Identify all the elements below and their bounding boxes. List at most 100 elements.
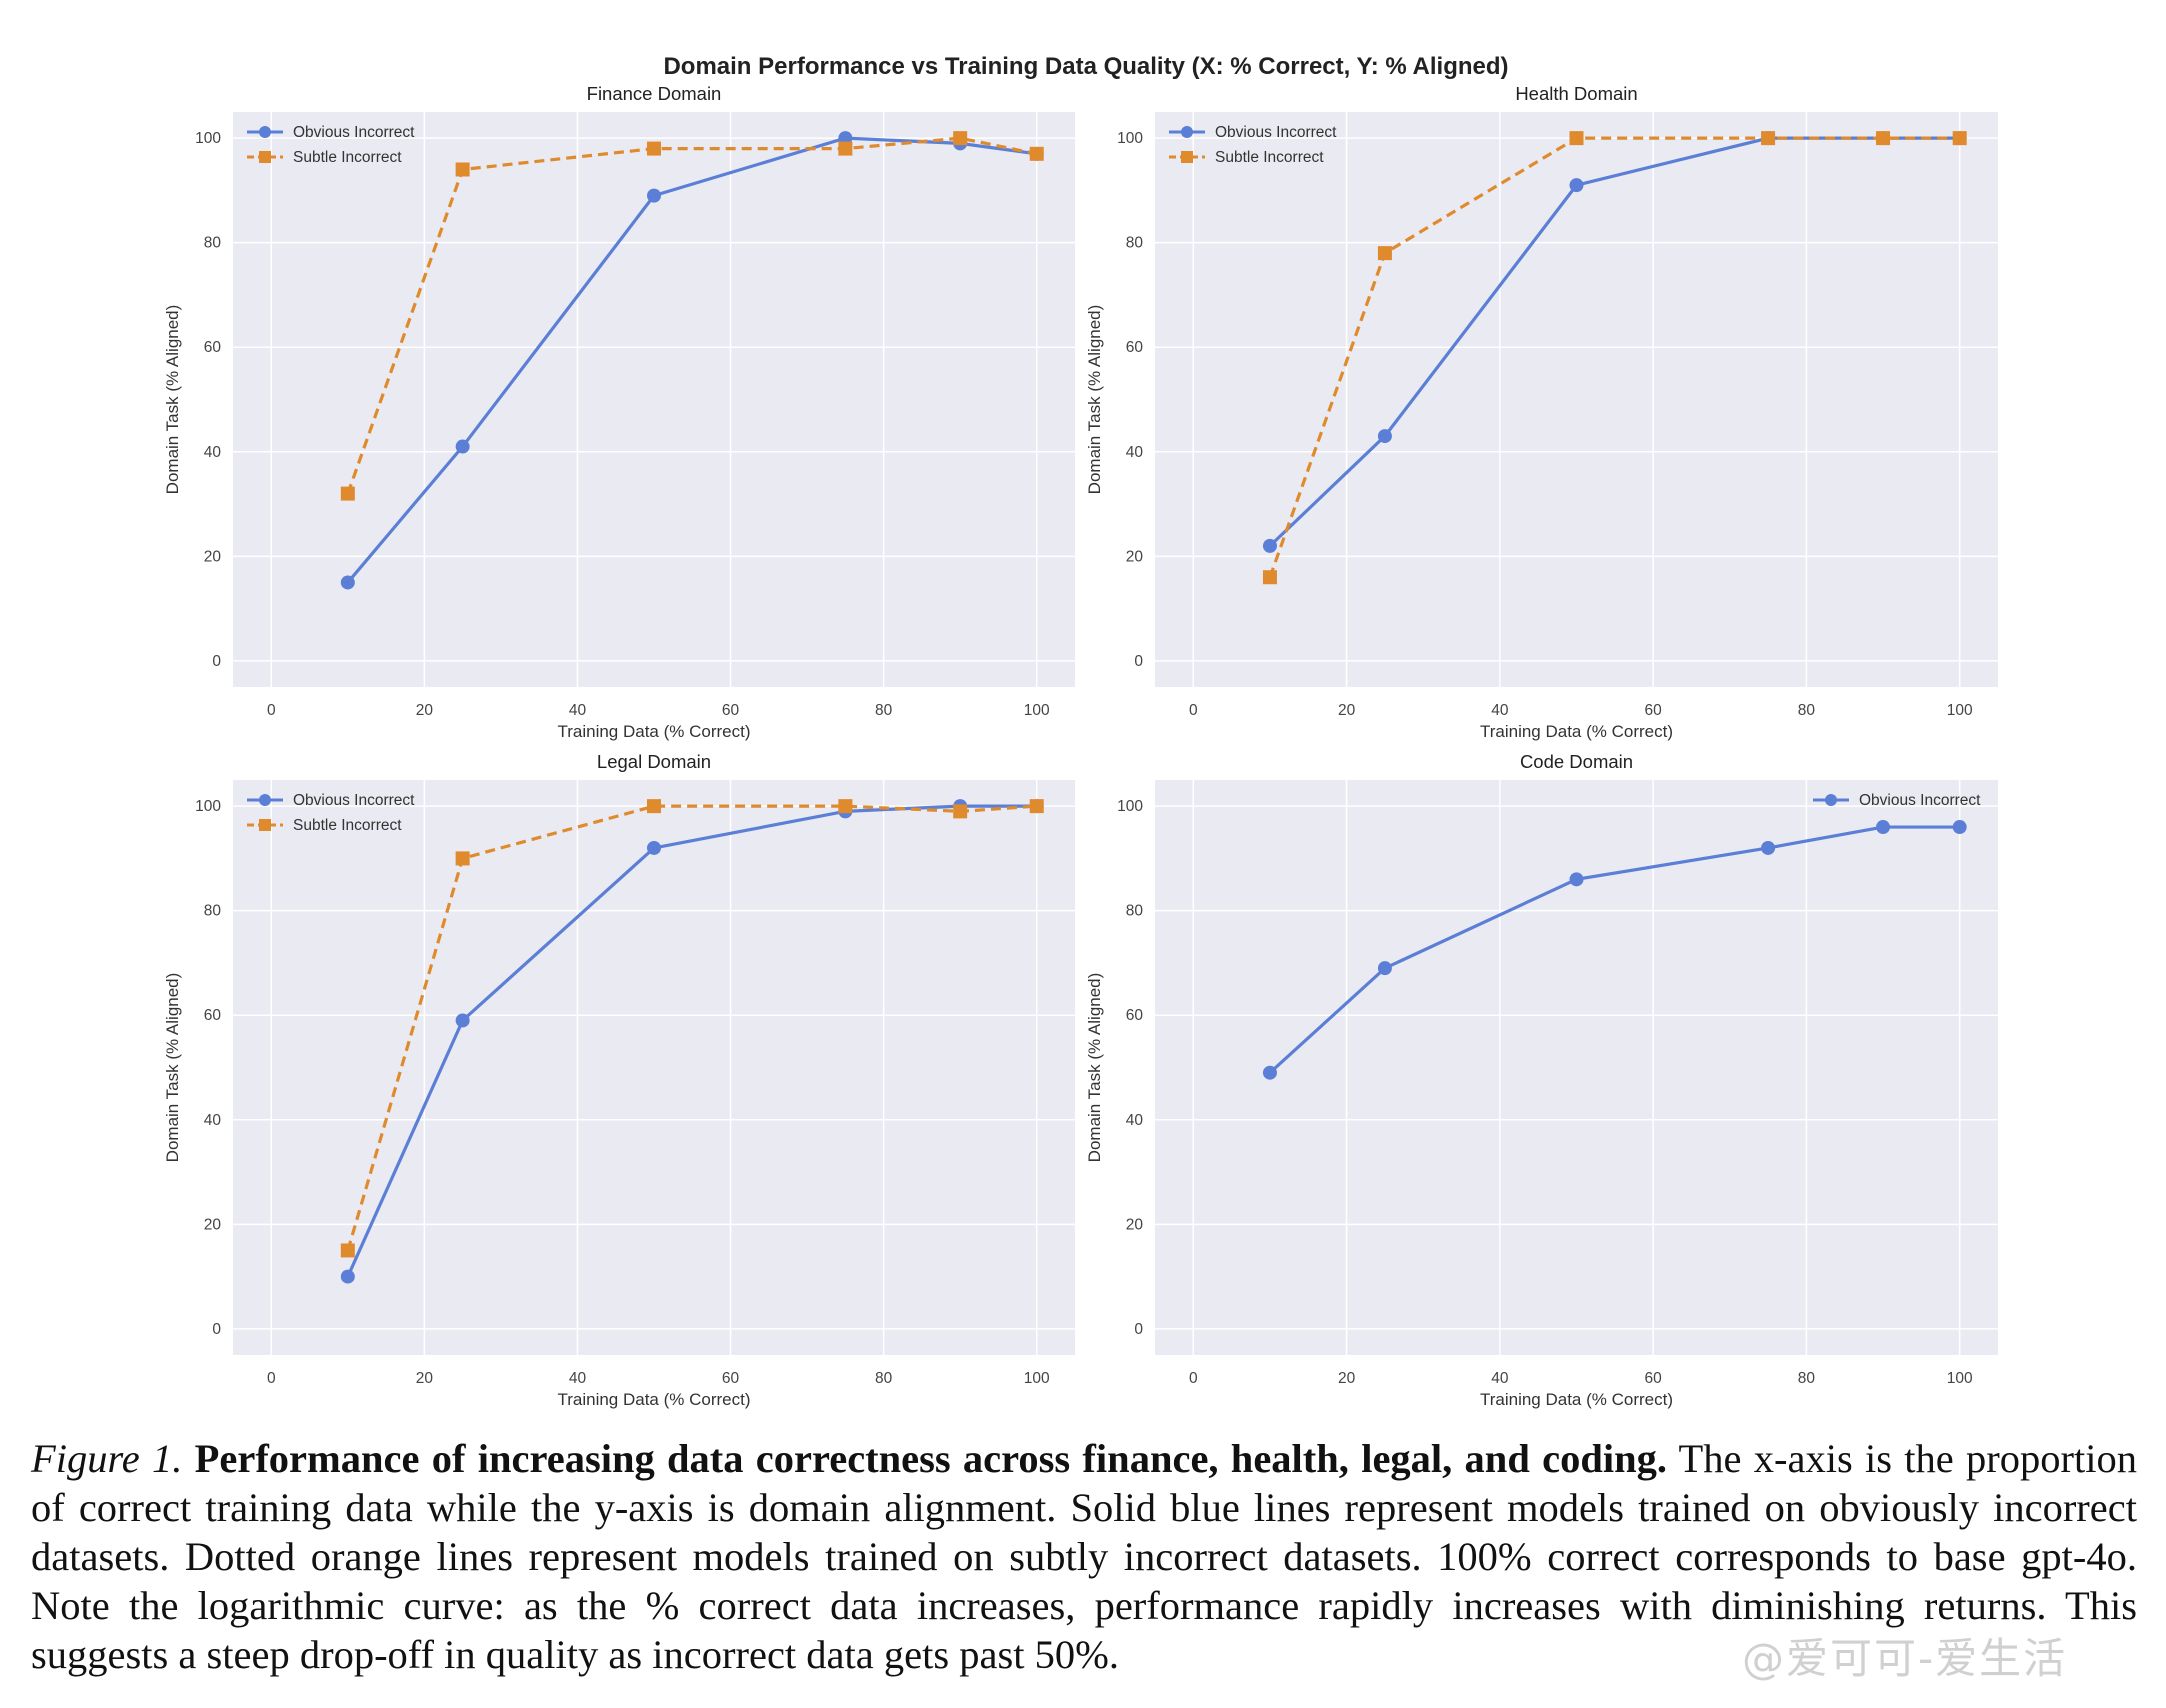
x-axis-label: Training Data (% Correct) (1480, 1390, 1673, 1409)
y-tick-label: 80 (1126, 235, 1144, 252)
data-point-obvious-incorrect (340, 575, 355, 590)
y-tick-label: 100 (195, 130, 221, 147)
x-tick-label: 0 (267, 702, 276, 719)
x-tick-label: 80 (875, 1370, 893, 1387)
data-point-subtle-incorrect (838, 141, 853, 156)
data-point-obvious-incorrect (455, 1013, 470, 1028)
x-tick-label: 20 (1338, 1370, 1356, 1387)
plot-area (233, 112, 1075, 687)
figure: Domain Performance vs Training Data Qual… (163, 53, 1998, 1409)
x-tick-label: 100 (1024, 702, 1050, 719)
data-point-obvious-incorrect (455, 439, 470, 454)
legend-marker-obvious-incorrect (259, 794, 271, 806)
x-tick-label: 20 (416, 702, 434, 719)
data-point-subtle-incorrect (647, 141, 661, 156)
series-line-subtle-incorrect (1268, 136, 1960, 578)
data-point-subtle-incorrect (455, 162, 470, 177)
x-tick-label: 0 (1189, 1370, 1198, 1387)
data-point-subtle-incorrect (1569, 131, 1584, 146)
x-axis-label: Training Data (% Correct) (557, 722, 750, 741)
y-tick-label: 0 (212, 1321, 221, 1338)
chart-code-domain: 0 20 40 60 80 100 0 20 40 60 80 100 Code Domain Train… (1085, 751, 1998, 1409)
y-axis-label: Domain Task (% Aligned) (1085, 973, 1104, 1163)
y-axis-label: Domain Task (% Aligned) (1085, 305, 1104, 495)
series-line-subtle-incorrect (346, 804, 1037, 1251)
chart-legal-domain: 0 20 40 60 80 100 0 20 40 60 80 100 Legal Domain Trai… (163, 751, 1075, 1409)
data-point-subtle-incorrect (1876, 131, 1891, 146)
y-tick-label: 60 (204, 339, 222, 356)
x-tick-label: 20 (416, 1370, 434, 1387)
y-tick-label: 80 (204, 235, 222, 252)
y-axis-label: Domain Task (% Aligned) (163, 973, 182, 1163)
legend-marker-obvious-incorrect (259, 126, 271, 138)
data-point-subtle-incorrect (340, 1243, 355, 1258)
legend-label-obvious-incorrect: Obvious Incorrect (1859, 792, 1981, 809)
legend-label-obvious-incorrect: Obvious Incorrect (1215, 124, 1337, 141)
figure-title: Domain Performance vs Training Data Qual… (663, 53, 1508, 80)
chart-title: Legal Domain (597, 751, 711, 772)
x-tick-label: 0 (267, 1370, 276, 1387)
data-point-subtle-incorrect (953, 804, 968, 819)
legend-label-subtle-incorrect: Subtle Incorrect (1215, 149, 1324, 166)
legend-marker-subtle-incorrect (259, 819, 271, 831)
plot-area (233, 780, 1075, 1355)
x-tick-label: 40 (569, 702, 587, 719)
x-tick-label: 60 (722, 702, 740, 719)
legend-label-obvious-incorrect: Obvious Incorrect (293, 792, 415, 809)
x-tick-label: 80 (1798, 1370, 1816, 1387)
y-tick-label: 100 (1117, 130, 1143, 147)
data-point-subtle-incorrect (1761, 131, 1776, 146)
data-point-obvious-incorrect (1377, 429, 1392, 444)
data-point-obvious-incorrect (647, 840, 661, 855)
x-tick-label: 20 (1338, 702, 1356, 719)
x-tick-label: 60 (1645, 1370, 1663, 1387)
x-tick-label: 0 (1189, 702, 1198, 719)
data-point-subtle-incorrect (340, 486, 355, 501)
data-point-subtle-incorrect (1029, 146, 1044, 161)
figure-caption: Figure 1. Performance of increasing data… (31, 1434, 2137, 1679)
caption-label: Figure 1. (31, 1436, 183, 1481)
data-point-obvious-incorrect (1876, 820, 1891, 835)
legend-label-subtle-incorrect: Subtle Incorrect (293, 149, 402, 166)
x-tick-label: 60 (1645, 702, 1663, 719)
y-axis-label: Domain Task (% Aligned) (163, 305, 182, 495)
y-tick-label: 40 (204, 1112, 222, 1129)
plot-area (1155, 780, 1998, 1355)
legend-marker-obvious-incorrect (1181, 126, 1193, 138)
legend-marker-subtle-incorrect (1181, 151, 1193, 163)
y-tick-label: 40 (1126, 1112, 1144, 1129)
chart-title: Health Domain (1515, 83, 1637, 104)
x-axis-label: Training Data (% Correct) (557, 1390, 750, 1409)
x-tick-label: 80 (875, 702, 893, 719)
data-point-obvious-incorrect (647, 188, 661, 203)
data-point-subtle-incorrect (647, 799, 661, 814)
caption-body: The x-axis is the proportion of correct … (31, 1436, 2137, 1677)
data-point-subtle-incorrect (1029, 799, 1044, 814)
watermark: @爱可可-爱生活 (1742, 1634, 2068, 1683)
y-tick-label: 60 (1126, 339, 1144, 356)
series-line-obvious-incorrect (1268, 825, 1960, 1074)
legend-marker-obvious-incorrect (1825, 794, 1837, 806)
data-point-obvious-incorrect (1952, 820, 1967, 835)
data-point-obvious-incorrect (1761, 840, 1776, 855)
y-tick-label: 20 (204, 1216, 222, 1233)
data-point-subtle-incorrect (1952, 131, 1967, 146)
data-point-subtle-incorrect (455, 851, 470, 866)
y-tick-label: 20 (1126, 1216, 1144, 1233)
x-tick-label: 100 (1947, 1370, 1973, 1387)
legend-marker-subtle-incorrect (259, 151, 271, 163)
y-tick-label: 0 (212, 653, 221, 670)
y-tick-label: 100 (1117, 798, 1143, 815)
y-tick-label: 80 (1126, 903, 1144, 920)
series-line-obvious-incorrect (346, 804, 1037, 1278)
legend-label-obvious-incorrect: Obvious Incorrect (293, 124, 415, 141)
x-tick-label: 40 (1491, 1370, 1509, 1387)
y-tick-label: 0 (1134, 1321, 1143, 1338)
legend-label-subtle-incorrect: Subtle Incorrect (293, 817, 402, 834)
data-point-obvious-incorrect (1262, 1065, 1277, 1080)
x-tick-label: 100 (1024, 1370, 1050, 1387)
series-line-subtle-incorrect (346, 136, 1038, 495)
chart-title: Code Domain (1520, 751, 1633, 772)
y-tick-label: 20 (204, 548, 222, 565)
y-tick-label: 0 (1134, 653, 1143, 670)
